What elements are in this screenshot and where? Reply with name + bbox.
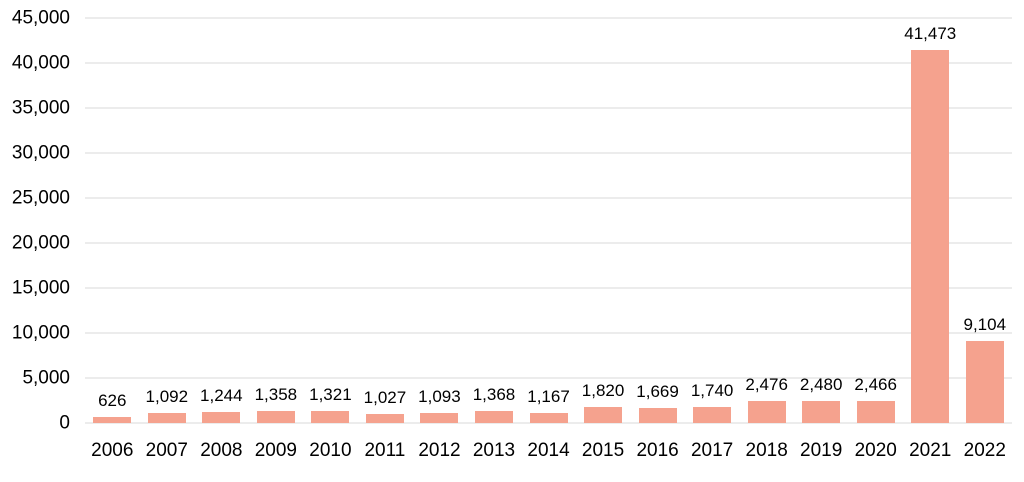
bar-value-label: 1,093 [418,387,461,407]
x-tick-label: 2010 [309,440,352,461]
bar-value-label: 9,104 [963,315,1007,335]
bar [747,400,786,423]
bar-column: 1,093 2012 [412,18,467,460]
bar-column: 1,092 2007 [140,18,195,460]
bar [202,411,241,423]
x-tick-label: 2012 [418,440,461,461]
gridline [85,17,1012,19]
gridline [85,287,1012,289]
bar-value-label: 1,244 [200,385,243,405]
y-tick-label: 10,000 [11,322,70,344]
bar-value-label: 1,167 [527,386,570,406]
bar-column: 1,669 2016 [630,18,685,460]
gridline [85,62,1012,64]
y-tick-label: 30,000 [11,142,70,164]
bar [93,417,132,423]
x-tick-label: 2011 [364,440,406,461]
bar-value-label: 2,480 [799,374,843,394]
bar [638,408,677,423]
bar [365,413,404,423]
x-tick-label: 2021 [909,440,952,461]
x-tick-label: 2013 [472,440,516,461]
bar [529,412,568,423]
x-tick-label: 2014 [527,440,570,461]
bar [420,413,459,423]
bar-value-label: 1,820 [581,380,625,400]
gridline [85,422,1012,424]
x-tick-label: 2019 [800,440,843,461]
bar [693,407,732,423]
x-tick-label: 2008 [200,440,243,461]
bar [911,49,950,423]
x-tick-label: 2007 [145,440,188,461]
gridline [85,377,1012,379]
bar-column: 1,368 2013 [467,18,522,460]
bar-value-label: 2,476 [745,374,788,394]
bar-column: 2,480 2019 [794,18,849,460]
x-tick-label: 2020 [854,440,897,461]
bar-value-label: 1,092 [145,387,189,407]
bar-column: 1,820 2015 [576,18,631,460]
y-tick-label: 25,000 [11,187,70,209]
bar-value-label: 1,669 [636,382,679,401]
bar-value-label: 1,027 [363,387,407,407]
x-tick-label: 2009 [254,440,297,461]
x-tick-label: 2017 [690,440,734,461]
x-tick-label: 2006 [91,440,134,461]
y-axis: 45,000 40,000 35,000 30,000 25,000 20,000 15,0… [0,9,70,433]
bar [965,341,1004,423]
bar-value-label: 1,321 [309,385,352,405]
bar-column: 626 2006 [85,18,140,460]
bar-value-label: 626 [98,391,127,411]
gridline [85,107,1012,109]
y-tick-label: 5,000 [22,367,70,389]
bar [147,413,186,423]
bar-value-label: 1,368 [472,384,516,404]
gridline [85,332,1012,334]
bar-column: 9,104 2022 [958,18,1013,460]
bar-column: 1,358 2009 [249,18,304,460]
bar-value-label: 1,358 [254,384,298,404]
bar [802,400,841,423]
bar [256,410,295,423]
bar-column: 2,466 2020 [848,18,903,460]
y-tick-label: 45,000 [11,7,70,29]
bar-column: 1,740 2017 [685,18,740,460]
y-tick-label: 0 [59,412,70,434]
bar-column: 1,244 2008 [194,18,249,460]
bar-column: 2,476 2018 [739,18,794,460]
x-tick-label: 2022 [963,440,1006,461]
plot-area: 626 2006 1,092 2007 1,244 2008 1,358 2009 1,321 2… [85,17,1013,461]
bar [856,400,895,423]
bar [311,411,350,423]
gridline [85,242,1012,244]
bar-value-label: 2,466 [854,374,897,394]
bar-column: 1,167 2014 [521,18,576,461]
bar [474,410,513,423]
gridline [85,152,1012,154]
bar-columns: 626 2006 1,092 2007 1,244 2008 1,358 2009 1,321 2… [85,18,1013,461]
y-tick-label: 20,000 [11,232,70,254]
bar-value-label: 41,473 [904,23,957,43]
x-tick-label: 2018 [745,440,788,461]
y-tick-label: 15,000 [11,277,70,299]
bar-value-label: 1,740 [690,381,734,401]
bar-column: 1,321 2010 [303,18,358,460]
x-tick-label: 2016 [636,440,679,461]
y-tick-label: 35,000 [11,97,70,119]
bar-column: 1,027 2011 [358,18,413,460]
bar [584,406,623,423]
y-tick-label: 40,000 [11,52,70,74]
x-tick-label: 2015 [581,440,625,461]
gridline [85,197,1012,199]
bar-column: 41,473 2021 [903,18,958,460]
